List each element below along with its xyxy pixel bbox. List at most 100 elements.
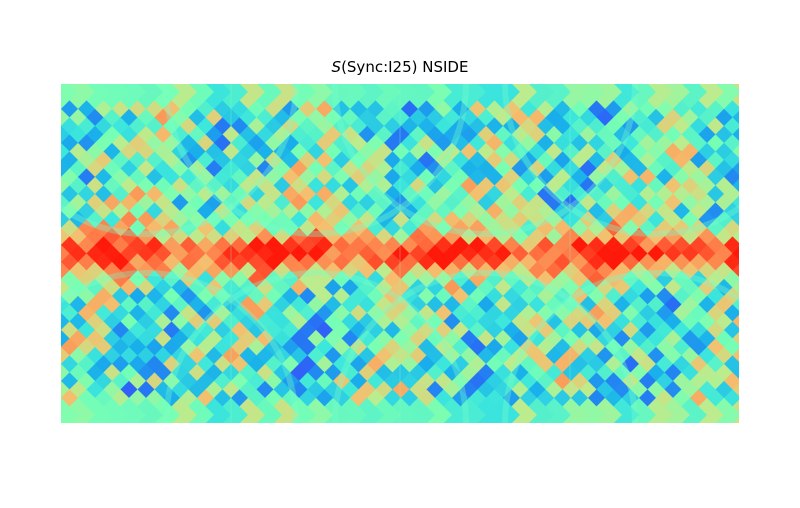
map-pixel — [85, 159, 105, 179]
map-pixel — [689, 134, 708, 153]
map-pixel — [179, 151, 198, 170]
map-pixel — [128, 84, 147, 102]
map-pixel — [272, 159, 292, 179]
map-pixel — [264, 185, 283, 204]
map-pixel — [706, 151, 725, 170]
map-pixel — [162, 84, 181, 102]
map-pixel — [221, 176, 241, 196]
map-pixel — [731, 161, 739, 177]
map-pixel — [731, 314, 739, 330]
map-pixel — [136, 159, 156, 179]
map-pixel — [289, 176, 309, 196]
map-pixel — [230, 168, 249, 187]
map-pixel — [281, 134, 300, 153]
map-pixel — [136, 91, 156, 111]
map-pixel — [136, 261, 156, 281]
map-pixel — [714, 159, 734, 179]
map-pixel — [315, 84, 334, 102]
map-pixel — [375, 414, 393, 423]
map-pixel — [426, 414, 444, 423]
map-pixel — [545, 414, 563, 423]
map-pixel — [204, 159, 224, 179]
map-pixel — [731, 127, 739, 143]
map-pixel — [136, 84, 156, 94]
map-pixel — [255, 142, 275, 162]
map-pixel — [358, 414, 376, 423]
map-pixel — [570, 84, 589, 102]
map-pixel — [128, 236, 147, 255]
map-pixel — [604, 406, 623, 423]
map-pixel — [731, 382, 739, 398]
title-symbol: S — [331, 58, 342, 76]
map-pixel — [630, 414, 648, 423]
map-pixel — [340, 84, 360, 94]
map-pixel — [128, 219, 147, 238]
face-arc — [163, 270, 469, 423]
map-pixel — [638, 185, 657, 204]
map-pixel — [324, 414, 342, 423]
map-pixel — [672, 406, 691, 423]
map-pixel — [307, 414, 325, 423]
map-pixel — [145, 304, 164, 323]
map-pixel — [136, 312, 156, 332]
map-pixel — [689, 151, 708, 170]
map-pixel — [153, 261, 173, 281]
map-pixel — [680, 84, 700, 94]
map-pixel — [638, 168, 657, 187]
map-pixel — [196, 134, 215, 153]
map-pixel — [213, 168, 232, 187]
map-pixel — [61, 193, 71, 213]
map-pixel — [68, 142, 88, 162]
map-pixel — [595, 142, 615, 162]
map-pixel — [61, 176, 71, 196]
map-pixel — [681, 414, 699, 423]
map-pixel — [621, 406, 640, 423]
map-pixel — [459, 84, 479, 94]
map-pixel — [162, 304, 181, 323]
map-pixel — [723, 321, 739, 340]
map-pixel — [638, 84, 657, 102]
map-pixel — [247, 134, 266, 153]
map-pixel — [604, 134, 623, 153]
map-pixel — [247, 84, 266, 102]
map-pixel — [94, 84, 113, 102]
map-pixel — [587, 117, 606, 136]
map-pixel — [162, 151, 181, 170]
map-pixel — [273, 414, 291, 423]
map-pixel — [264, 151, 283, 170]
map-pixel — [221, 159, 241, 179]
map-pixel — [706, 168, 725, 187]
map-pixel — [77, 134, 96, 153]
map-pixel — [153, 295, 173, 315]
map-pixel — [162, 100, 181, 119]
map-pixel — [298, 134, 317, 153]
map-pixel — [392, 414, 410, 423]
map-pixel — [153, 159, 173, 179]
map-pixel — [706, 84, 725, 102]
map-pixel — [94, 151, 113, 170]
map-pixel — [61, 363, 71, 383]
map-pixel — [587, 185, 606, 204]
map-pixel — [128, 100, 147, 119]
map-pixel — [595, 159, 615, 179]
map-pixel — [136, 295, 156, 315]
map-pixel — [196, 185, 215, 204]
map-pixel — [230, 151, 249, 170]
map-pixel — [162, 287, 181, 306]
map-pixel — [102, 142, 122, 162]
map-pixel — [425, 84, 445, 94]
map-pixel — [136, 176, 156, 196]
map-pixel — [61, 91, 71, 111]
face-arc — [502, 270, 739, 423]
face-arc — [163, 84, 469, 237]
map-pixel — [145, 117, 164, 136]
map-pixel — [731, 195, 739, 211]
map-pixel — [587, 84, 606, 102]
map-pixel — [61, 397, 71, 417]
map-pixel — [417, 84, 436, 102]
map-pixel — [680, 159, 700, 179]
map-pixel — [221, 142, 241, 162]
map-pixel — [77, 84, 96, 102]
map-pixel — [187, 176, 207, 196]
